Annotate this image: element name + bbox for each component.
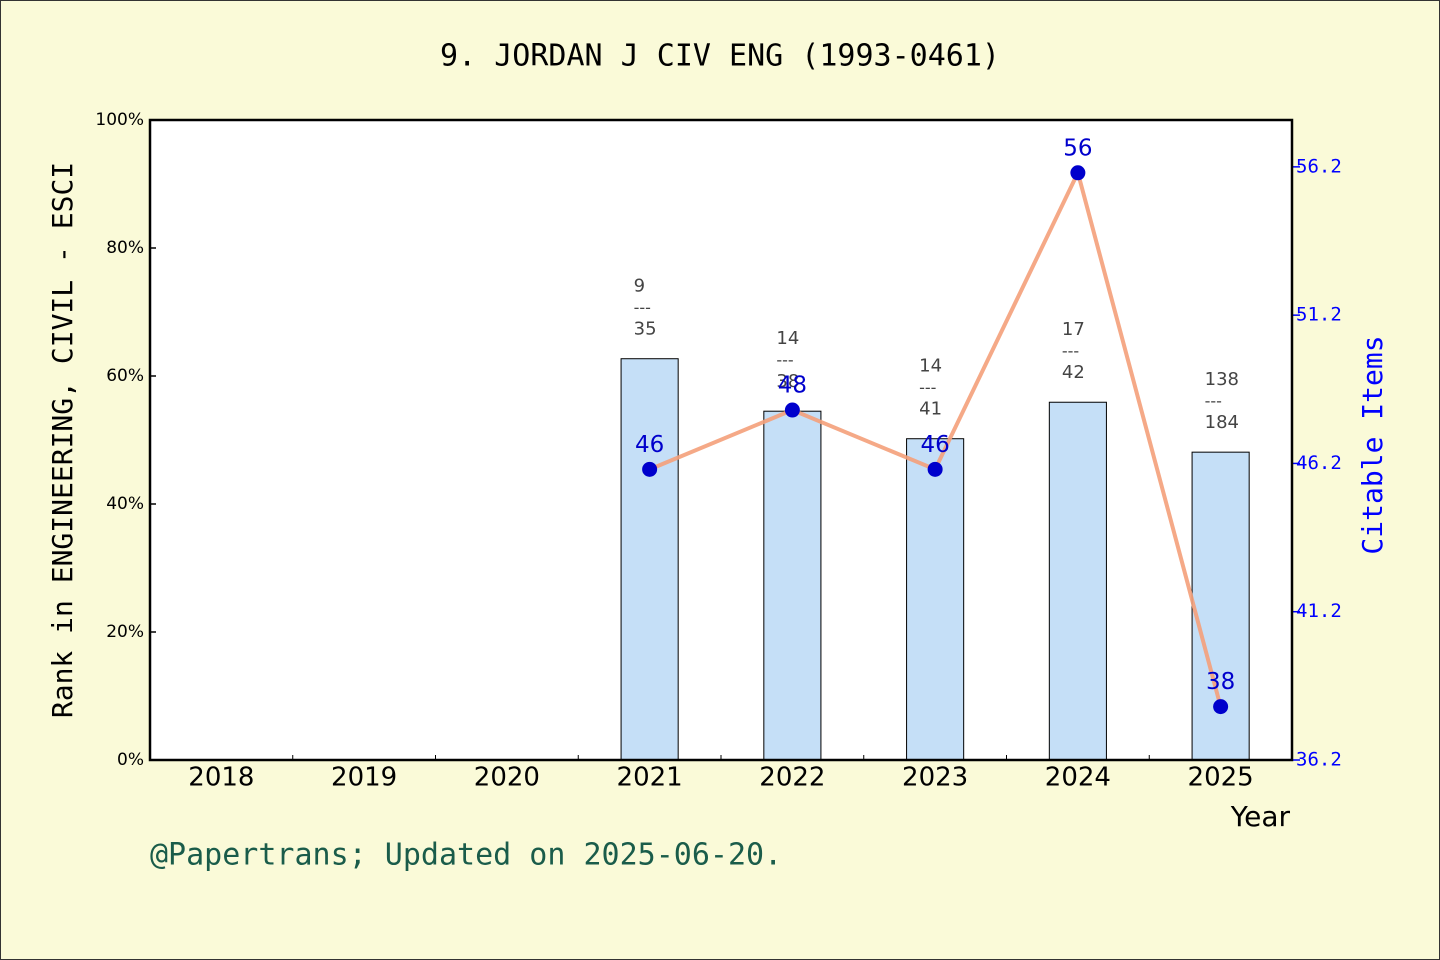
bar (906, 438, 965, 761)
value-label: 46 (920, 432, 949, 458)
value-label: 46 (635, 432, 664, 458)
separator: --- (634, 298, 651, 317)
rank-label: 14 (919, 356, 942, 377)
y2-tick-label: 56.2 (1296, 155, 1342, 177)
marker (1070, 165, 1086, 181)
total-label: 38 (776, 371, 799, 392)
separator: --- (919, 378, 936, 397)
y2-tick-label: 36.2 (1296, 749, 1342, 771)
total-label: 41 (919, 399, 942, 420)
x-tick-label: 2019 (331, 763, 397, 793)
total-label: 42 (1062, 362, 1085, 383)
bar (1048, 401, 1107, 761)
x-tick-label: 2020 (474, 763, 540, 793)
separator: --- (1062, 342, 1079, 361)
y-axis-label: Rank in ENGINEERING, CIVIL - ESCI (46, 162, 79, 718)
rank-label: 17 (1062, 319, 1085, 340)
y-tick-label: 0% (117, 750, 144, 770)
separator: --- (1205, 392, 1222, 411)
bar (763, 410, 822, 761)
y-tick-label: 80% (106, 238, 144, 258)
total-label: 35 (634, 319, 657, 340)
y2-tick-label: 51.2 (1296, 304, 1342, 326)
x-tick-label: 2018 (188, 763, 254, 793)
x-tick-label: 2024 (1045, 763, 1111, 793)
x-axis-label: Year (1230, 800, 1291, 833)
y2-axis-label: Citable Items (1356, 335, 1389, 554)
rank-label: 9 (634, 276, 645, 297)
chart-title: 9. JORDAN J CIV ENG (1993-0461) (440, 39, 1000, 74)
marker (927, 461, 943, 477)
y-tick-label: 60% (106, 366, 144, 386)
y2-tick-label: 46.2 (1296, 452, 1342, 474)
rank-label: 14 (776, 328, 799, 349)
value-label: 38 (1206, 669, 1235, 695)
y-tick-label: 20% (106, 622, 144, 642)
plot-border (148, 118, 1294, 762)
value-label: 48 (778, 373, 807, 399)
x-tick-label: 2022 (759, 763, 825, 793)
x-tick-label: 2023 (902, 763, 968, 793)
separator: --- (776, 351, 793, 370)
y-tick-label: 40% (106, 494, 144, 514)
bar (620, 358, 679, 761)
marker (784, 402, 800, 418)
x-tick-label: 2025 (1188, 763, 1254, 793)
y-tick-label: 100% (95, 110, 144, 130)
total-label: 184 (1205, 412, 1239, 433)
marker (1213, 699, 1229, 715)
y2-tick-label: 41.2 (1296, 600, 1342, 622)
footer: @Papertrans; Updated on 2025-06-20. (150, 838, 782, 873)
rank-label: 138 (1205, 369, 1239, 390)
x-tick-label: 2021 (617, 763, 683, 793)
marker (642, 461, 658, 477)
value-label: 56 (1063, 135, 1092, 161)
